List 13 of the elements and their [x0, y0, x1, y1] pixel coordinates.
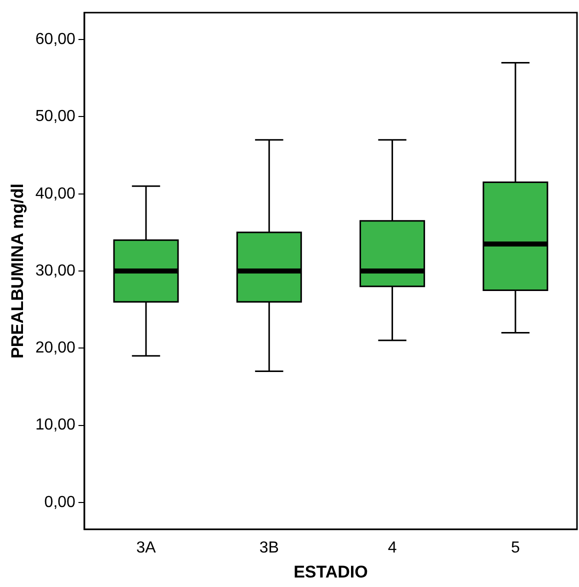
- y-axis-title: PREALBUMINA mg/dl: [8, 183, 27, 359]
- y-tick-label: 60,00: [35, 31, 76, 48]
- x-tick-label: 3B: [259, 539, 279, 556]
- x-tick-label: 3A: [136, 539, 156, 556]
- y-tick-label: 50,00: [35, 108, 76, 126]
- x-tick-label: 4: [388, 539, 397, 556]
- y-tick-label: 40,00: [35, 185, 76, 202]
- y-tick-label: 20,00: [35, 340, 76, 357]
- y-tick-label: 30,00: [35, 262, 76, 280]
- x-tick-label: 5: [510, 539, 520, 556]
- y-tick-label: 10,00: [35, 416, 76, 434]
- y-tick-label: 0,00: [44, 494, 76, 511]
- x-axis-title: ESTADIO: [294, 562, 368, 582]
